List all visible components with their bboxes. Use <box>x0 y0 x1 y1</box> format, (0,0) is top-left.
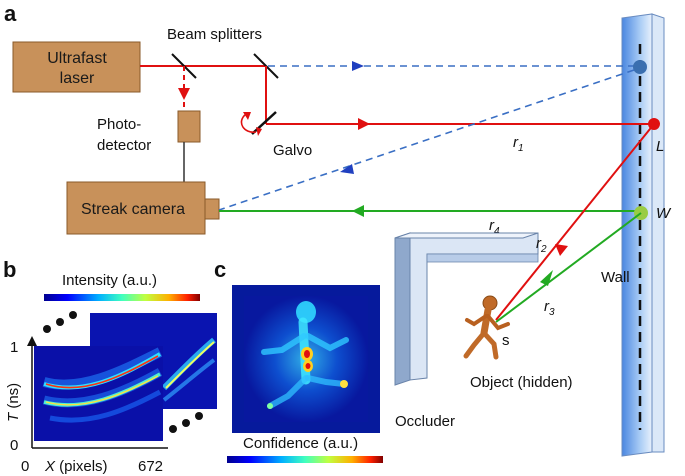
wall-label: Wall <box>601 269 630 286</box>
b-y-tick-bottom: 0 <box>10 437 18 454</box>
galvo-label: Galvo <box>273 142 312 159</box>
occluder-label: Occluder <box>395 413 455 430</box>
return-beam-arrow <box>352 205 364 217</box>
r3-label: r3 <box>544 298 555 318</box>
object-label: Object (hidden) <box>470 374 573 391</box>
b-y-tick-top: 1 <box>10 339 18 356</box>
stack-dots-bottom <box>169 412 203 433</box>
photodetector-label-line1: Photo- <box>97 116 141 133</box>
b-x-axis-label: X (pixels) <box>44 458 108 475</box>
hidden-object-figure <box>463 295 510 360</box>
panel-label-a: a <box>4 1 17 26</box>
stack-dots-top <box>43 311 77 333</box>
beam-from-object <box>495 212 642 323</box>
photodetector-beam-arrow <box>178 88 190 100</box>
beam-to-object <box>495 123 655 321</box>
beam-from-object-arrow <box>540 270 553 286</box>
reference-beam-arrow <box>352 61 364 71</box>
photodetector-label-line2: detector <box>97 137 151 154</box>
reference-spot <box>633 60 647 74</box>
intensity-colorbar <box>44 294 200 301</box>
galvo-mirror <box>251 111 277 135</box>
occluder <box>394 232 539 386</box>
laser-label-line1: Ultrafast <box>47 50 107 67</box>
point-s-label: s <box>502 332 510 349</box>
r1-label: r1 <box>513 134 524 154</box>
intensity-colorbar-label: Intensity (a.u.) <box>62 272 157 289</box>
beam-splitters-label: Beam splitters <box>167 26 262 43</box>
confidence-colorbar-label: Confidence (a.u.) <box>243 435 358 452</box>
confidence-image <box>232 285 380 433</box>
ultrafast-laser: Ultrafast laser <box>12 41 141 93</box>
b-x-tick-right: 672 <box>138 458 163 475</box>
laser-label-line2: laser <box>60 70 95 87</box>
galvo-rotation-icon <box>240 113 257 133</box>
r2-label: r2 <box>536 235 547 255</box>
b-x-tick-left: 0 <box>21 458 29 475</box>
confidence-colorbar <box>227 456 383 463</box>
b-y-axis-label: T (ns) <box>5 383 22 422</box>
point-L-label: L <box>656 138 664 155</box>
diagonal-reference-arrow <box>340 164 354 174</box>
beam-to-object-arrow <box>555 244 568 256</box>
laser-to-wall-arrow <box>358 118 370 130</box>
point-W-label: W <box>656 205 672 222</box>
wall <box>621 13 665 457</box>
panel-label-b: b <box>3 257 16 282</box>
photodetector <box>177 110 201 143</box>
streak-camera-label: Streak camera <box>81 201 185 218</box>
r4-label: r4 <box>489 217 500 237</box>
panel-label-c: c <box>214 257 226 282</box>
streak-camera: Streak camera <box>66 181 220 235</box>
diagonal-reference-path <box>218 69 635 211</box>
streak-image-front <box>34 346 163 441</box>
